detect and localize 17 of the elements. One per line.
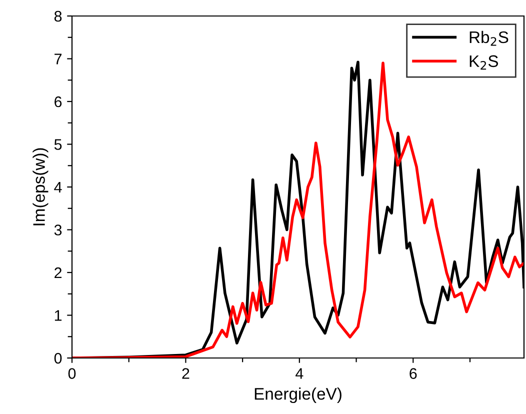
x-tick-label: 0	[68, 368, 76, 379]
y-tick-label: 8	[54, 10, 62, 22]
x-axis-title: Energie(eV)	[254, 388, 342, 404]
x-tick-label: 4	[296, 368, 304, 379]
y-tick-label: 1	[54, 310, 62, 321]
y-tick-label: 7	[54, 54, 62, 64]
y-tick-label: 3	[54, 224, 62, 236]
legend-label: K$_{2}$S	[470, 55, 498, 70]
x-tick-label: 2	[182, 368, 190, 379]
x-tick-label: 6	[410, 368, 417, 379]
y-tick-label: 5	[54, 139, 62, 150]
y-tick-label: 4	[54, 182, 62, 193]
legend-label: Rb$_{2}$S	[470, 30, 508, 46]
y-tick-label: 2	[54, 267, 62, 278]
y-tick-label: 0	[54, 352, 62, 364]
y-tick-label: 6	[54, 96, 62, 108]
y-axis-title: Im(eps(w))	[32, 148, 48, 226]
